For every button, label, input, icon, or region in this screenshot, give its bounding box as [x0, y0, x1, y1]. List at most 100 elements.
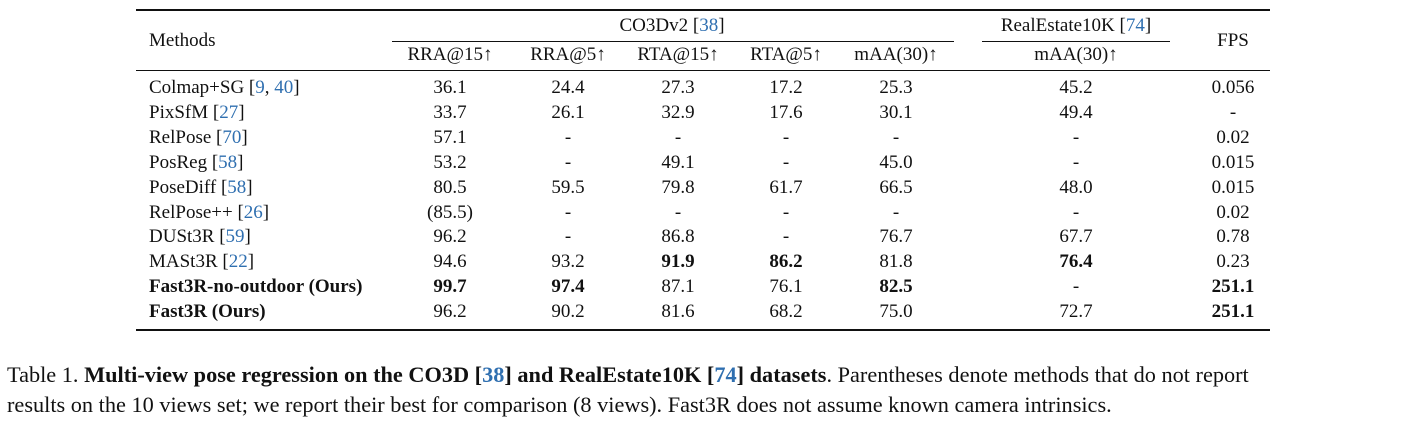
table-cell: - [892, 201, 900, 223]
citation-link[interactable]: 58 [227, 176, 247, 198]
table-cell: 251.1 [1211, 301, 1255, 323]
table-cell: 76.4 [1059, 251, 1093, 273]
table-cell: 93.2 [551, 251, 585, 273]
table-cell: 94.6 [433, 251, 467, 273]
table-cell: 96.2 [433, 226, 467, 248]
method-name: Colmap+SG [9, 40] [149, 77, 300, 98]
table-cell: 0.02 [1216, 126, 1250, 148]
citation-link[interactable]: 38 [699, 15, 719, 36]
table-cell: 75.0 [879, 301, 913, 323]
table-cell: 68.2 [769, 301, 803, 323]
table-cell: (85.5) [427, 201, 473, 223]
citation-link[interactable]: 59 [225, 226, 245, 248]
table-cell: - [782, 151, 790, 173]
citation-link[interactable]: 26 [243, 201, 263, 223]
table-cell: 82.5 [879, 276, 913, 298]
table-cell: 59.5 [551, 176, 585, 198]
table-cell: 97.4 [551, 276, 585, 298]
method-name: Fast3R-no-outdoor (Ours) [149, 276, 363, 298]
table-cell: - [674, 126, 682, 148]
table-cell: 0.015 [1211, 151, 1255, 173]
table-cell: - [782, 226, 790, 248]
methods-header: Methods [149, 30, 216, 51]
citation-link[interactable]: 27 [219, 101, 239, 123]
subcol-header: RTA@15↑ [637, 44, 719, 65]
method-name: DUSt3R [59] [149, 226, 251, 248]
method-name: MASt3R [22] [149, 251, 255, 273]
citation-link[interactable]: 70 [222, 126, 242, 148]
method-name: PoseDiff [58] [149, 176, 253, 198]
citation-link[interactable]: 74 [714, 362, 737, 387]
fps-header: FPS [1217, 30, 1249, 51]
table-cell: - [782, 126, 790, 148]
table-cell: 67.7 [1059, 226, 1093, 248]
table-cell: - [1072, 276, 1080, 298]
caption-title: Multi-view pose regression on the CO3D [… [84, 362, 827, 387]
citation-link[interactable]: 40 [274, 77, 294, 98]
table-cell: 17.6 [769, 101, 803, 123]
table-cell: - [674, 201, 682, 223]
table-cell: 81.6 [661, 301, 695, 323]
table-cell: 27.3 [661, 77, 695, 98]
subcol-header: mAA(30)↑ [854, 44, 938, 65]
table-cell: 76.7 [879, 226, 913, 248]
table-cell: 91.9 [661, 251, 695, 273]
caption-line-1: Table 1. Multi-view pose regression on t… [7, 362, 1249, 387]
header-rule [136, 70, 1270, 71]
table-cell: - [564, 151, 572, 173]
table-cell: 0.02 [1216, 201, 1250, 223]
table-cell: 26.1 [551, 101, 585, 123]
method-name: Fast3R (Ours) [149, 301, 266, 323]
re10k-group-rule [982, 41, 1170, 42]
table-cell: 48.0 [1059, 176, 1093, 198]
table-cell: 251.1 [1211, 276, 1255, 298]
table-cell: - [564, 126, 572, 148]
citation-link[interactable]: 9 [255, 77, 265, 98]
table-cell: 72.7 [1059, 301, 1093, 323]
subcol-header: mAA(30)↑ [1034, 44, 1118, 65]
table-cell: - [1229, 101, 1237, 123]
subcol-header: RTA@5↑ [750, 44, 822, 65]
table-cell: - [564, 201, 572, 223]
method-name: PosReg [58] [149, 151, 244, 173]
table-cell: 25.3 [879, 77, 913, 98]
caption-label: Table 1. [7, 362, 79, 387]
citation-link[interactable]: 74 [1125, 15, 1145, 36]
method-name: RelPose++ [26] [149, 201, 270, 223]
table-cell: 17.2 [769, 77, 803, 98]
table-cell: 0.78 [1216, 226, 1250, 248]
table-cell: 0.23 [1216, 251, 1250, 273]
bottom-rule [136, 329, 1270, 331]
table-cell: 24.4 [551, 77, 585, 98]
citation-link[interactable]: 58 [218, 151, 238, 173]
top-rule [136, 9, 1270, 11]
table-cell: 0.015 [1211, 176, 1255, 198]
table-cell: 76.1 [769, 276, 803, 298]
table-cell: 36.1 [433, 77, 467, 98]
table-cell: 86.2 [769, 251, 803, 273]
table-cell: 99.7 [433, 276, 467, 298]
table-cell: - [1072, 151, 1080, 173]
table-cell: 49.1 [661, 151, 695, 173]
caption-line-2: results on the 10 views set; we report t… [7, 392, 1112, 417]
table-cell: 45.2 [1059, 77, 1093, 98]
table-cell: 45.0 [879, 151, 913, 173]
table-cell: - [782, 201, 790, 223]
method-name: PixSfM [27] [149, 101, 245, 123]
method-name: RelPose [70] [149, 126, 248, 148]
table-cell: 86.8 [661, 226, 695, 248]
citation-link[interactable]: 22 [228, 251, 248, 273]
table-cell: 57.1 [433, 126, 467, 148]
table-cell: - [1072, 126, 1080, 148]
citation-link[interactable]: 38 [482, 362, 505, 387]
co3d-group-rule [392, 41, 954, 42]
table-cell: 61.7 [769, 176, 803, 198]
table-cell: 33.7 [433, 101, 467, 123]
table-cell: 87.1 [661, 276, 695, 298]
subcol-header: RRA@15↑ [407, 44, 493, 65]
table-cell: - [564, 226, 572, 248]
table-cell: 80.5 [433, 176, 467, 198]
table-cell: 90.2 [551, 301, 585, 323]
table-cell: 96.2 [433, 301, 467, 323]
re10k-group-header: RealEstate10K [74] [1000, 15, 1152, 36]
